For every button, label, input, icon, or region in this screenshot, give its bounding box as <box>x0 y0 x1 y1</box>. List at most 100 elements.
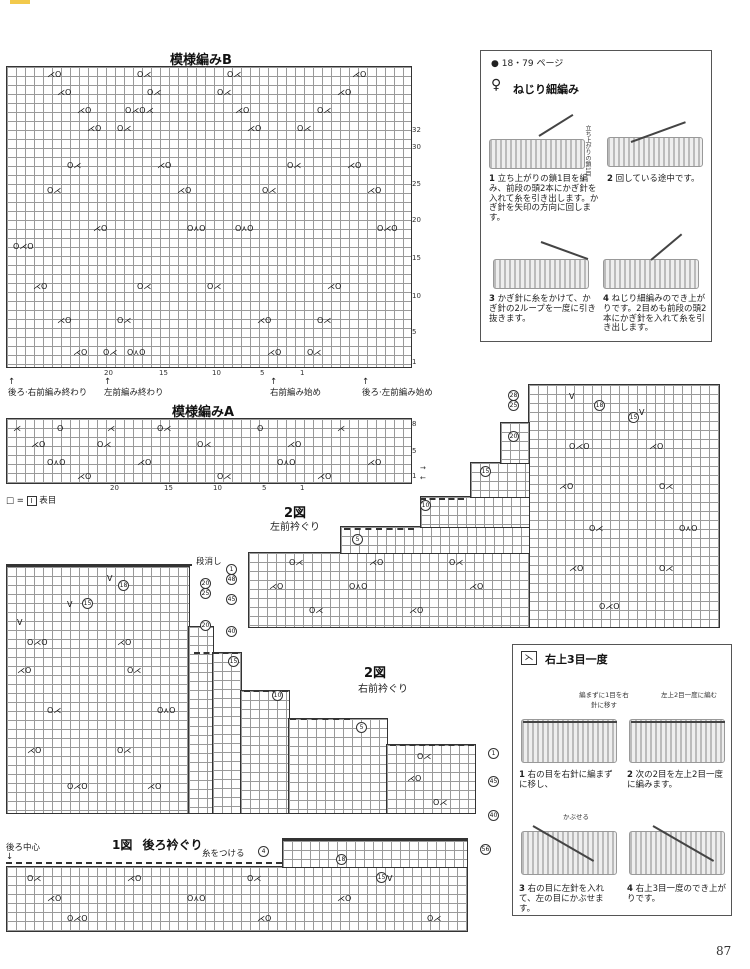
legend: □ = I 表目 <box>6 496 56 507</box>
needle-icon <box>523 721 617 723</box>
decrease-symbol: O⋌ <box>137 282 152 291</box>
pattern-b-label-left-end: 左前編み終わり <box>104 388 164 398</box>
step-illustration <box>493 259 589 289</box>
decrease-symbol: ⋌O <box>247 124 262 133</box>
decrease-symbol: O⋌ <box>197 440 212 449</box>
decrease-symbol: O⋌ <box>103 348 118 357</box>
row-number: 30 <box>412 143 421 151</box>
legend-boxed-symbol: I <box>26 496 37 506</box>
decrease-symbol: ⋌O <box>559 482 574 491</box>
step-text: 右上3目一度のでき上がりです。 <box>627 884 727 904</box>
row-badge: 18 <box>118 580 129 591</box>
row-badge: 25 <box>200 588 211 599</box>
decrease-symbol: O⋌O <box>13 242 34 251</box>
row-number: 1 <box>412 358 417 366</box>
bind-off-line <box>244 690 288 692</box>
decrease-symbol: ⋌O <box>269 582 284 591</box>
decrease-symbol: O⋌ <box>433 798 448 807</box>
decrease-symbol: O⋏O <box>157 706 176 715</box>
decrease-symbol: ⋌O <box>77 106 92 115</box>
decrease-symbol: O⋌ <box>262 186 277 195</box>
row-badge: 18 <box>336 854 347 865</box>
decrease-symbol: ⋌O <box>17 666 32 675</box>
row-marker: 45 <box>226 586 237 605</box>
bind-off-line <box>194 652 238 654</box>
decrease-symbol: ⋌O <box>147 782 162 791</box>
row-marker: 10 <box>420 492 431 511</box>
row-marker: 15 <box>480 458 491 477</box>
decrease-symbol: ⋌O <box>33 282 48 291</box>
decrease-symbol: O⋌O <box>67 914 88 923</box>
row-badge: 48 <box>226 574 237 585</box>
decrease-symbol: O⋌ <box>307 348 322 357</box>
row-badge: 45 <box>488 776 499 787</box>
decrease-symbol: ⋌O <box>327 282 342 291</box>
tip-ref: ● 18・79 ページ <box>491 59 564 69</box>
step-text: 右の目に左針を入れて、左の目にかぶせます。 <box>519 884 605 914</box>
decrease-symbol: O⋌ <box>207 282 222 291</box>
col-number: 5 <box>260 369 265 377</box>
row-badge: 20 <box>508 431 519 442</box>
hook-icon <box>540 241 589 261</box>
row-marker: 40 <box>226 618 237 637</box>
decrease-symbol: O⋌ <box>147 88 162 97</box>
decrease-symbol: O⋌ <box>117 124 132 133</box>
row-badge: 4 <box>258 846 269 857</box>
decrease-symbol: ⋌ <box>107 424 115 433</box>
fig2-right-grid: V V V O⋌O ⋌O ⋌O O⋌ O⋌ O⋏O ⋌O O⋌ O⋌O ⋌O <box>6 566 190 814</box>
row-marker: 45 <box>488 768 499 787</box>
decrease-symbol: ⋌O <box>469 582 484 591</box>
step-illustration <box>629 719 725 763</box>
step-text: かぎ針に糸をかけて、かぎ針の2ループを一度に引き抜きます。 <box>489 294 596 324</box>
decrease-symbol: O⋌ <box>117 746 132 755</box>
pattern-a-grid: ⋌ O ⋌ O⋌ O ⋌ ⋌O O⋌ O⋌ ⋌O O⋏O ⋌O O⋏O ⋌O ⋌… <box>6 418 412 484</box>
row-number: 25 <box>412 180 421 188</box>
decrease-symbol: O⋏O <box>277 458 296 467</box>
row-number: 10 <box>412 292 421 300</box>
tip-step-2: 2 回している途中です。 <box>607 174 707 185</box>
fig2-left-title: 2図 <box>284 506 307 521</box>
decrease-symbol: O⋌ <box>227 70 242 79</box>
row-marker: 18 <box>594 392 605 411</box>
row-number: 5 <box>412 447 417 455</box>
decrease-symbol: ⋌O <box>407 774 422 783</box>
decrease-symbol: O⋌ <box>317 106 332 115</box>
decrease-symbol: O⋏O <box>235 224 254 233</box>
col-number: 1 <box>300 484 305 492</box>
decrease-symbol: V <box>639 408 645 417</box>
decrease-symbol: ⋌O <box>177 186 192 195</box>
decrease-symbol: O⋌ <box>289 558 304 567</box>
decrease-symbol: O⋏O <box>47 458 66 467</box>
decrease-symbol: ⋌O <box>47 70 62 79</box>
top-edge-line <box>282 838 468 840</box>
col-number: 1 <box>300 369 305 377</box>
arrow-up-icon: ↑ <box>8 377 16 387</box>
bind-off-line <box>390 744 474 746</box>
fig1-title: 1図 後ろ衿ぐり <box>112 836 203 853</box>
row-marker: 15 <box>628 404 639 423</box>
row-marker: 25 <box>508 392 519 411</box>
fig2-right-step-grid <box>288 718 388 814</box>
decrease-symbol: ⋌O <box>352 70 367 79</box>
decrease-symbol: ⋌O <box>649 442 664 451</box>
pattern-b-title: 模様編みB <box>170 53 232 68</box>
step-text: 立ち上がりの鎖1目を編み、前段の頭2本にかぎ針を入れて糸を引き出します。かぎ針を… <box>489 174 599 224</box>
row-marker: 40 <box>488 802 499 821</box>
decrease-symbol: O⋌ <box>287 161 302 170</box>
decrease-symbol: O <box>57 424 64 433</box>
decrease-symbol: ⋌O <box>235 106 250 115</box>
tip-step-1: 1 右の目を右針に編まずに移し、 <box>519 770 619 791</box>
row-badge: 1 <box>488 748 499 759</box>
step-num: 3 <box>489 294 495 304</box>
fig1-subtitle: 後ろ衿ぐり <box>142 838 203 852</box>
col-number: 20 <box>104 369 113 377</box>
row-marker: 15 <box>228 648 239 667</box>
row-number: 32 <box>412 126 421 134</box>
decrease-symbol: ⋌O <box>27 746 42 755</box>
col-number: 20 <box>110 484 119 492</box>
row-marker: 48 <box>226 566 237 585</box>
attach-yarn-label: 糸をつける <box>202 849 245 859</box>
row-marker: 18 <box>336 846 347 865</box>
decrease-symbol: ⋌O <box>337 894 352 903</box>
decrease-symbol: ⋌O <box>31 440 46 449</box>
